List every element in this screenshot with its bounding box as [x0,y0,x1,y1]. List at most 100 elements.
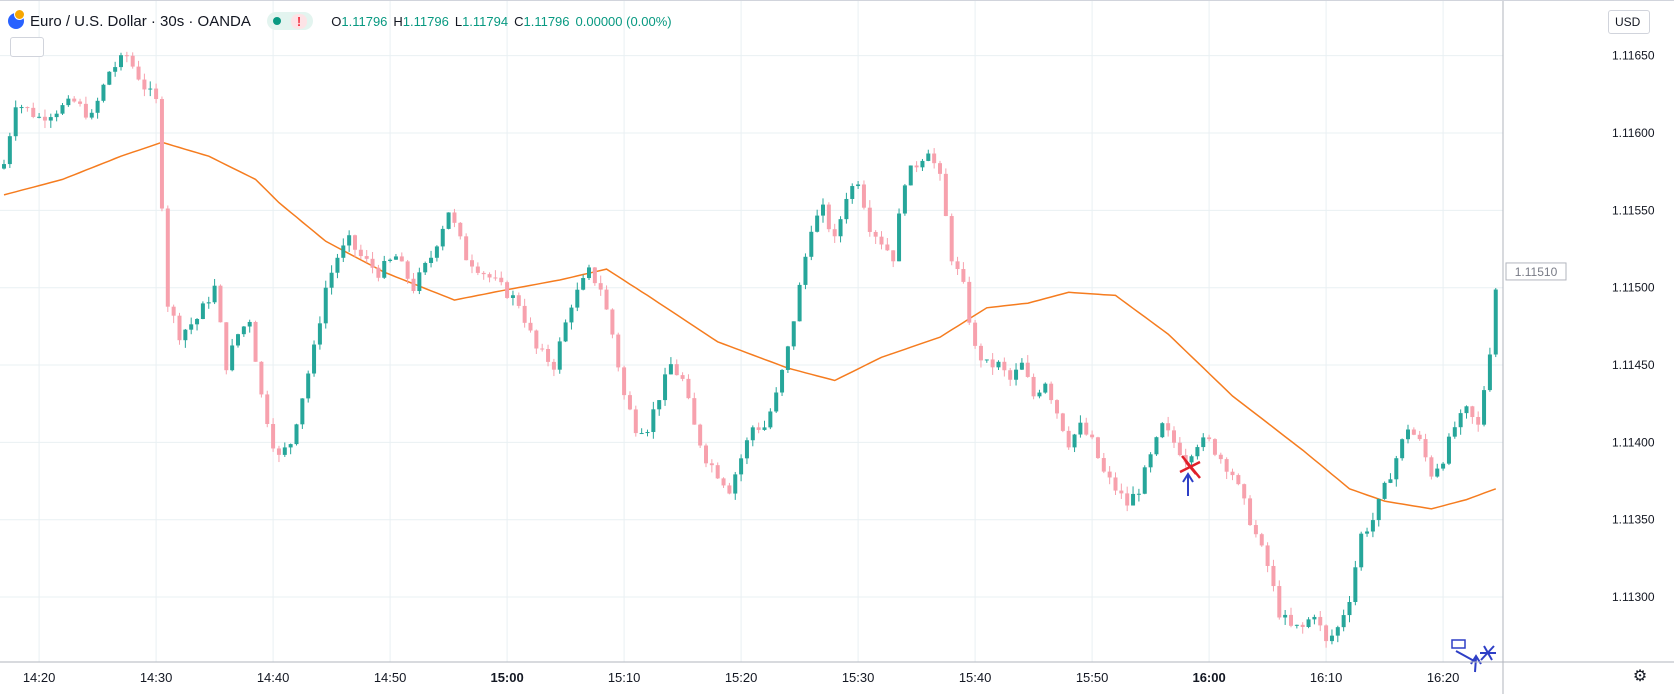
candle[interactable] [510,290,515,306]
candle[interactable] [2,159,6,170]
candle[interactable] [1031,373,1036,400]
candle[interactable] [405,259,410,284]
candle[interactable] [1476,411,1481,432]
candle[interactable] [780,369,785,397]
candle[interactable] [48,113,53,128]
red-cross-annotation[interactable] [1179,455,1201,496]
candle[interactable] [323,280,328,329]
candle[interactable] [294,423,299,446]
candle[interactable] [873,230,878,245]
candle[interactable] [236,333,240,348]
candle[interactable] [990,353,995,375]
candle[interactable] [13,100,18,141]
candle[interactable] [973,320,978,349]
candle[interactable] [616,332,621,372]
candle[interactable] [844,192,849,224]
candle[interactable] [265,390,270,428]
candle[interactable] [306,370,311,403]
candle[interactable] [1411,427,1416,436]
candle[interactable] [329,265,334,295]
candle[interactable] [107,71,112,86]
candle[interactable] [774,387,779,414]
candle[interactable] [534,329,539,354]
candle[interactable] [358,244,363,260]
candle[interactable] [1329,629,1334,645]
candle[interactable] [891,250,896,268]
candle[interactable] [1037,389,1042,399]
candle[interactable] [1294,624,1299,629]
candle[interactable] [967,276,972,325]
candle[interactable] [317,316,322,350]
candle[interactable] [885,238,890,252]
candle[interactable] [622,365,627,400]
candle[interactable] [1049,381,1054,404]
candle[interactable] [657,400,662,416]
candle[interactable] [1458,409,1463,435]
candle[interactable] [1172,426,1176,448]
candle[interactable] [37,113,42,119]
candle[interactable] [639,428,644,435]
candle[interactable] [154,83,159,104]
candle[interactable] [1341,609,1346,632]
market-status-pill[interactable]: ! [266,12,314,30]
candle[interactable] [826,202,831,233]
candle[interactable] [113,61,118,77]
candle[interactable] [850,183,855,204]
candle[interactable] [1207,434,1212,442]
candle[interactable] [1452,421,1457,439]
candle[interactable] [879,231,884,250]
candle[interactable] [130,52,135,69]
candlestick-series[interactable] [2,51,1498,648]
candle[interactable] [72,96,77,103]
candle[interactable] [756,422,761,434]
candle[interactable] [505,280,510,300]
candle[interactable] [1154,436,1159,456]
candle[interactable] [1084,417,1089,436]
candle[interactable] [382,255,387,279]
candle[interactable] [856,181,861,189]
candle[interactable] [189,317,194,335]
candle[interactable] [1230,468,1235,481]
candle[interactable] [493,270,498,281]
candle[interactable] [1335,625,1340,643]
candle[interactable] [1470,405,1475,424]
candle[interactable] [750,425,755,447]
candle[interactable] [230,338,235,372]
candle[interactable] [1265,542,1270,573]
candle[interactable] [575,282,580,312]
candle[interactable] [475,262,480,276]
candle[interactable] [610,308,615,339]
candle[interactable] [698,423,703,449]
candle[interactable] [1195,444,1200,460]
candle[interactable] [551,358,556,377]
candle[interactable] [101,83,106,103]
candle[interactable] [42,109,47,129]
candle[interactable] [259,361,264,398]
candle[interactable] [1353,560,1358,606]
candle[interactable] [592,267,597,286]
candle[interactable] [627,391,632,411]
candle[interactable] [224,322,229,375]
candle[interactable] [1423,433,1428,462]
candle[interactable] [423,261,428,275]
candle[interactable] [709,459,714,473]
candle[interactable] [1131,486,1136,506]
candle[interactable] [1066,426,1071,450]
candle[interactable] [961,262,966,284]
candle[interactable] [1101,452,1106,474]
candle[interactable] [1441,462,1446,471]
candle[interactable] [739,454,744,482]
candle[interactable] [1312,614,1317,625]
candle[interactable] [1482,386,1487,427]
candle[interactable] [411,273,416,294]
candle[interactable] [1324,624,1329,648]
candle[interactable] [282,442,287,457]
candle[interactable] [1365,527,1370,537]
candle[interactable] [1218,452,1223,464]
candle[interactable] [464,233,469,261]
candle[interactable] [581,274,586,291]
candle[interactable] [1446,433,1451,466]
candle[interactable] [399,252,404,262]
candle[interactable] [838,216,843,243]
